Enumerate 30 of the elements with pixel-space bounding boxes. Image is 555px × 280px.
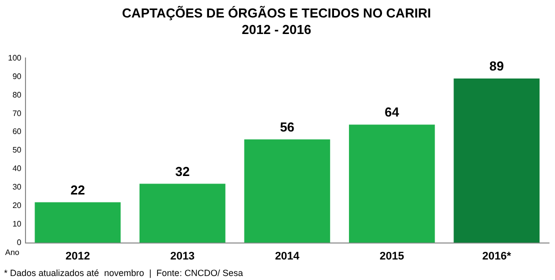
x-tick-label: 2016* bbox=[482, 250, 512, 262]
x-tick-label: 2015 bbox=[380, 250, 404, 262]
y-tick-label: 80 bbox=[12, 90, 22, 100]
x-tick-label: 2012 bbox=[65, 250, 90, 262]
y-tick-label: 90 bbox=[12, 72, 22, 81]
y-tick-label: 40 bbox=[12, 164, 22, 174]
y-tick-label: 50 bbox=[12, 146, 22, 155]
bar bbox=[34, 202, 121, 243]
text: * Dados atualizados até novembro | Fonte: CNCDO/ Sesa bbox=[4, 268, 243, 278]
y-tick-label: 30 bbox=[12, 182, 22, 192]
y-tick-label: 10 bbox=[12, 220, 22, 229]
bar bbox=[140, 184, 226, 243]
data-label: 89 bbox=[489, 58, 504, 74]
x-axis-title: Ano bbox=[5, 248, 20, 258]
bar bbox=[244, 139, 330, 243]
bar bbox=[454, 78, 540, 243]
y-tick-label: 0 bbox=[16, 238, 22, 248]
data-label: 64 bbox=[384, 104, 400, 120]
data-label: 56 bbox=[280, 120, 294, 134]
chart-title: CAPTAÇÕES DE ÓRGÃOS E TECIDOS NO CARIRI bbox=[122, 5, 431, 20]
x-tick-label: 2013 bbox=[170, 250, 195, 262]
data-label: 22 bbox=[70, 182, 85, 198]
data-label: 32 bbox=[175, 164, 190, 179]
y-tick-label: 60 bbox=[12, 127, 22, 136]
chart-subtitle: 2012 - 2016 bbox=[242, 22, 312, 37]
x-tick-label: 2014 bbox=[274, 250, 300, 262]
y-tick-label: 70 bbox=[12, 108, 22, 118]
bar bbox=[348, 124, 435, 243]
y-tick-label: 100 bbox=[8, 53, 22, 62]
y-tick-label: 20 bbox=[12, 201, 22, 210]
